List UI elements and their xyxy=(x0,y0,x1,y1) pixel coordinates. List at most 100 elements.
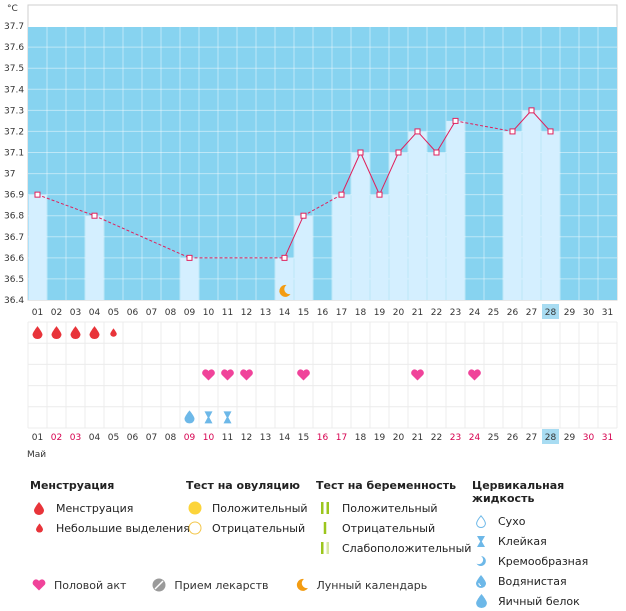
temp-line-segment xyxy=(398,131,418,153)
temp-point xyxy=(395,149,402,156)
today-highlight xyxy=(542,429,559,444)
x-tick-label: 10 xyxy=(203,433,215,443)
x-tick-label: 31 xyxy=(602,308,613,318)
x-tick-label: 28 xyxy=(545,308,557,318)
temp-bar xyxy=(541,131,560,300)
x-tick-label: 25 xyxy=(488,308,499,318)
legend-item-menstruation: Менструация xyxy=(30,498,190,518)
blood-drop-icon xyxy=(51,326,62,340)
legend-pregnancy-test: Тест на беременность Положительный Отриц… xyxy=(316,479,471,558)
x-tick-label: 23 xyxy=(450,308,461,318)
moon-icon xyxy=(279,284,291,297)
x-tick-label: 30 xyxy=(583,308,595,318)
x-tick-label: 11 xyxy=(222,433,233,443)
temp-bar xyxy=(503,131,522,300)
x-tick-label: 25 xyxy=(488,433,499,443)
legend-label: Положительный xyxy=(212,501,308,515)
legend-label: Кремообразная xyxy=(498,554,589,568)
y-tick-label: 37.4 xyxy=(4,85,24,95)
egg-white-drop-icon xyxy=(472,594,490,608)
x-tick-label: 22 xyxy=(431,308,442,318)
temp-line-segment xyxy=(531,110,551,132)
x-tick-label: 04 xyxy=(89,308,101,318)
x-tick-label: 19 xyxy=(374,308,386,318)
legend-cervical-title: Цервикальная жидкость xyxy=(472,479,565,505)
y-tick-label: 36.4 xyxy=(4,296,24,306)
legend-item-pregnancy-weak: Слабоположительный xyxy=(316,538,471,558)
heart-icon xyxy=(468,369,481,381)
legend-label: Положительный xyxy=(342,501,438,515)
x-tick-label: 01 xyxy=(32,308,43,318)
x-tick-label: 20 xyxy=(393,308,405,318)
temp-bar xyxy=(370,194,389,300)
sticky-hourglass-icon xyxy=(204,411,213,424)
legend-item-moon: Лунный календарь xyxy=(293,578,428,592)
legend-label: Небольшие выделения xyxy=(56,521,190,535)
x-tick-label: 23 xyxy=(450,433,461,443)
legend-label: Отрицательный xyxy=(342,521,436,535)
pregnancy-weak-icon xyxy=(316,541,334,555)
temp-line-segment xyxy=(436,120,456,153)
legend-label: Менструация xyxy=(56,501,134,515)
legend-item-medication: Прием лекарств xyxy=(150,578,269,592)
legend-item-pregnancy-positive: Положительный xyxy=(316,498,471,518)
temp-bar xyxy=(408,131,427,300)
today-highlight xyxy=(542,304,559,319)
temp-line-segment xyxy=(379,152,399,195)
legend-label: Отрицательный xyxy=(212,521,306,535)
temp-line-segment xyxy=(303,194,342,217)
legend-bottom-row: Половой акт Прием лекарств Лунный календ… xyxy=(30,578,451,592)
blood-drop-icon xyxy=(89,326,100,340)
x-tick-label: 26 xyxy=(507,308,519,318)
y-tick-label: 36.8 xyxy=(4,212,24,222)
heart-icon xyxy=(221,369,234,381)
x-tick-label: 30 xyxy=(583,433,595,443)
y-tick-label: 36.5 xyxy=(4,275,24,285)
blood-drop-icon xyxy=(110,328,117,337)
x-tick-label: 15 xyxy=(298,308,309,318)
legend-menstruation-title: Менструация xyxy=(30,479,115,492)
legend-item-watery: Водянистая xyxy=(472,571,626,591)
temp-bar xyxy=(389,152,408,300)
bbt-chart: °C 36.4 36.5 36.6 36.7 36.8 36.9 37 37.1 37.2 37.3… xyxy=(4,4,618,460)
legend-item-creamy: Кремообразная xyxy=(472,551,626,571)
x-tick-label: 28 xyxy=(545,433,557,443)
x-tick-label: 02 xyxy=(51,433,62,443)
pill-icon xyxy=(150,578,168,592)
y-tick-label: 37.7 xyxy=(4,22,24,32)
x-tick-label: 13 xyxy=(260,433,271,443)
temp-bar xyxy=(28,194,47,300)
x-tick-label: 08 xyxy=(165,433,177,443)
x-tick-label: 01 xyxy=(32,433,43,443)
temp-point xyxy=(357,149,364,156)
legend-label: Яичный белок xyxy=(498,594,580,608)
legend-label: Лунный календарь xyxy=(316,578,428,592)
temp-bar xyxy=(85,215,104,300)
legend-label: Половой акт xyxy=(54,578,127,592)
temp-bar xyxy=(332,194,351,300)
legend-item-spotting: Небольшие выделения xyxy=(30,518,190,538)
heart-icon xyxy=(202,369,215,381)
temp-point xyxy=(433,149,440,156)
legend-label: Клейкая xyxy=(498,534,547,548)
legend-item-sticky: Клейкая xyxy=(472,531,626,551)
temp-line-segment xyxy=(37,194,95,217)
temp-point xyxy=(376,191,383,198)
y-tick-label: 37.3 xyxy=(4,106,24,116)
temp-point xyxy=(91,212,98,219)
x-tick-label: 12 xyxy=(241,433,252,443)
heart-icon xyxy=(240,369,253,381)
temp-point xyxy=(414,128,421,135)
legend-item-ovulation-negative: Отрицательный xyxy=(186,518,308,538)
temp-bar xyxy=(180,257,199,300)
temp-point xyxy=(338,191,345,198)
temp-point xyxy=(547,128,554,135)
y-tick-label: 36.6 xyxy=(4,254,24,264)
x-tick-label: 06 xyxy=(127,308,139,318)
x-tick-label: 13 xyxy=(260,308,271,318)
temp-point xyxy=(281,254,288,261)
temp-point xyxy=(528,107,535,114)
temp-point xyxy=(300,212,307,219)
x-tick-label: 17 xyxy=(336,308,347,318)
x-tick-label: 10 xyxy=(203,308,215,318)
